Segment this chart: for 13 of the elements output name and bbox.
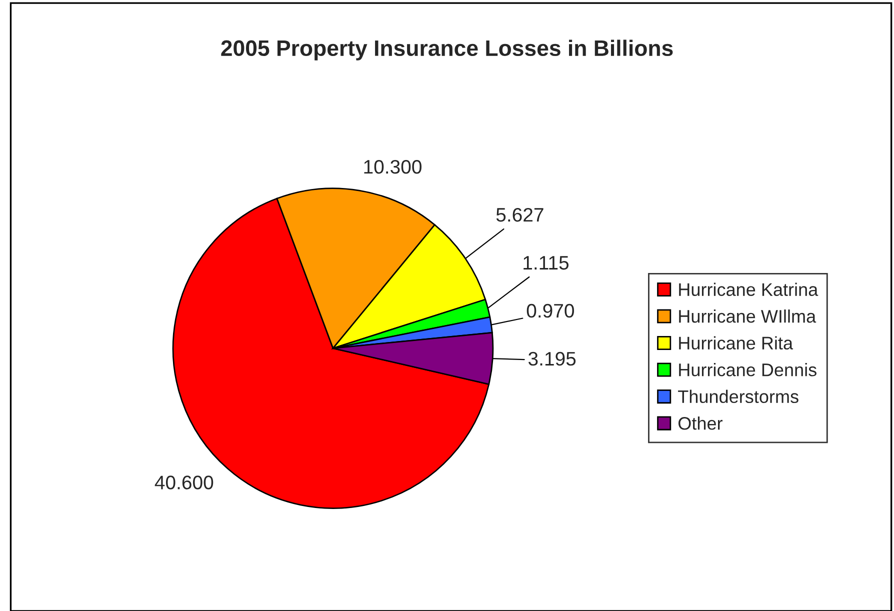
legend-label: Thunderstorms xyxy=(678,390,798,404)
data-label: 40.600 xyxy=(154,476,214,490)
legend-label: Other xyxy=(678,416,722,430)
legend-label: Hurricane Dennis xyxy=(679,363,816,376)
data-label: 1.115 xyxy=(524,256,569,270)
data-label: 3.195 xyxy=(528,352,576,366)
legend-label: Hurricane WIllma xyxy=(679,310,816,323)
data-label: 5.627 xyxy=(496,208,544,222)
data-label: 10.300 xyxy=(364,160,422,174)
data-label: 0.970 xyxy=(526,304,574,318)
legend-label: Hurricane Rita xyxy=(679,336,794,350)
chart-title: 2005 Property Insurance Losses in Billions xyxy=(221,40,673,60)
legend-label: Hurricane Katrina xyxy=(679,282,818,296)
